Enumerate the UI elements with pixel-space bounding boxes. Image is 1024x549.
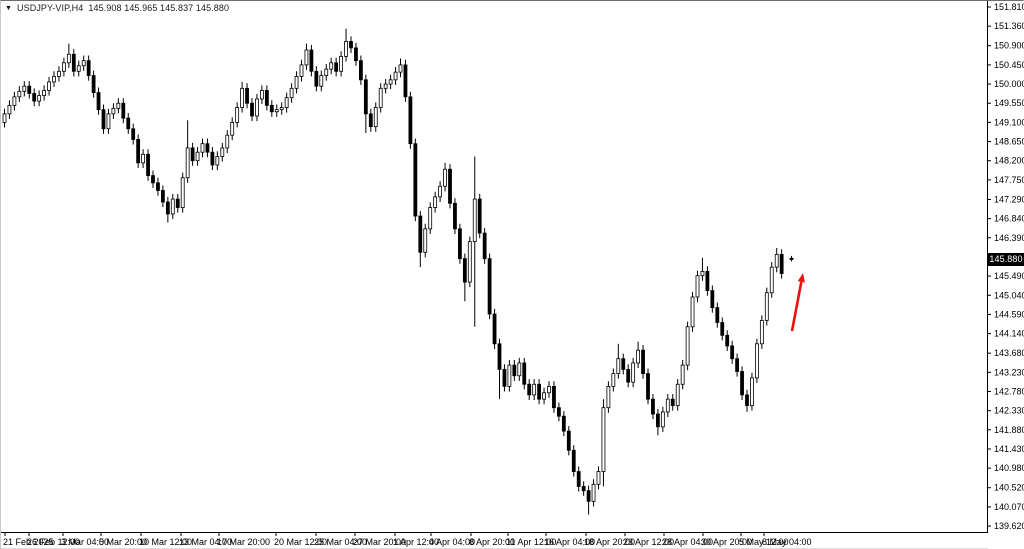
svg-text:5 Mar 20:00: 5 Mar 20:00 bbox=[99, 537, 147, 547]
svg-text:142.780: 142.780 bbox=[994, 386, 1024, 396]
svg-text:147.290: 147.290 bbox=[994, 194, 1024, 204]
svg-text:1 Apr 12:00: 1 Apr 12:00 bbox=[393, 537, 439, 547]
svg-text:147.750: 147.750 bbox=[994, 175, 1024, 185]
svg-text:28 Apr 04:00: 28 Apr 04:00 bbox=[662, 537, 713, 547]
svg-text:26 Feb 12:00: 26 Feb 12:00 bbox=[27, 537, 80, 547]
svg-text:17 Mar 20:00: 17 Mar 20:00 bbox=[217, 537, 270, 547]
svg-text:146.390: 146.390 bbox=[994, 233, 1024, 243]
svg-text:16 Apr 04:00: 16 Apr 04:00 bbox=[544, 537, 595, 547]
svg-text:30 Apr 20:00: 30 Apr 20:00 bbox=[701, 537, 752, 547]
svg-text:150.900: 150.900 bbox=[994, 41, 1024, 51]
svg-text:5 May 12:00: 5 May 12:00 bbox=[739, 537, 789, 547]
svg-text:140.070: 140.070 bbox=[994, 502, 1024, 512]
symbol-dropdown-icon[interactable]: ▼ bbox=[5, 4, 13, 12]
svg-text:144.590: 144.590 bbox=[994, 309, 1024, 319]
svg-text:140.980: 140.980 bbox=[994, 463, 1024, 473]
svg-text:143.230: 143.230 bbox=[994, 367, 1024, 377]
svg-text:151.810: 151.810 bbox=[994, 2, 1024, 12]
svg-text:11 Apr 12:00: 11 Apr 12:00 bbox=[506, 537, 556, 547]
svg-text:145.490: 145.490 bbox=[994, 271, 1024, 281]
svg-text:148.200: 148.200 bbox=[994, 156, 1024, 166]
svg-text:151.360: 151.360 bbox=[994, 21, 1024, 31]
svg-text:21 Feb 2025: 21 Feb 2025 bbox=[3, 537, 54, 547]
svg-text:149.100: 149.100 bbox=[994, 117, 1024, 127]
candles-group bbox=[2, 28, 794, 515]
svg-text:145.040: 145.040 bbox=[994, 290, 1024, 300]
svg-text:148.650: 148.650 bbox=[994, 137, 1024, 147]
svg-text:150.000: 150.000 bbox=[994, 79, 1024, 89]
svg-text:23 Apr 12:00: 23 Apr 12:00 bbox=[623, 537, 674, 547]
svg-text:4 Apr 04:00: 4 Apr 04:00 bbox=[429, 537, 475, 547]
svg-text:146.840: 146.840 bbox=[994, 214, 1024, 224]
svg-text:27 Mar 20:00: 27 Mar 20:00 bbox=[353, 537, 406, 547]
svg-text:149.550: 149.550 bbox=[994, 98, 1024, 108]
svg-text:150.450: 150.450 bbox=[994, 60, 1024, 70]
svg-text:141.880: 141.880 bbox=[994, 425, 1024, 435]
svg-text:10 Mar 12:00: 10 Mar 12:00 bbox=[139, 537, 192, 547]
svg-text:141.430: 141.430 bbox=[994, 444, 1024, 454]
trend-arrow[interactable] bbox=[790, 273, 805, 332]
svg-text:143.680: 143.680 bbox=[994, 348, 1024, 358]
current-price-badge: 145.880 bbox=[988, 252, 1024, 266]
svg-text:142.330: 142.330 bbox=[994, 406, 1024, 416]
y-axis[interactable]: 151.810 151.360 150.900 150.450 150.000 149.5… bbox=[987, 1, 1024, 549]
svg-text:140.520: 140.520 bbox=[994, 483, 1024, 493]
ohlc-values: 145.908 145.965 145.837 145.880 bbox=[88, 3, 230, 13]
svg-text:8 May 04:00: 8 May 04:00 bbox=[762, 537, 812, 547]
svg-text:3 Mar 04:00: 3 Mar 04:00 bbox=[61, 537, 109, 547]
svg-text:13 Mar 04:00: 13 Mar 04:00 bbox=[179, 537, 232, 547]
symbol-label: USDJPY-VIP,H4 bbox=[17, 3, 84, 13]
svg-text:25 Mar 04:00: 25 Mar 04:00 bbox=[314, 537, 367, 547]
svg-text:20 Mar 12:00: 20 Mar 12:00 bbox=[274, 537, 327, 547]
svg-text:144.140: 144.140 bbox=[994, 329, 1024, 339]
svg-text:8 Apr 20:00: 8 Apr 20:00 bbox=[469, 537, 515, 547]
svg-text:18 Apr 20:00: 18 Apr 20:00 bbox=[584, 537, 635, 547]
svg-text:139.620: 139.620 bbox=[994, 521, 1024, 531]
chart-title-bar: ▼ USDJPY-VIP,H4 145.908 145.965 145.837 … bbox=[5, 3, 229, 13]
